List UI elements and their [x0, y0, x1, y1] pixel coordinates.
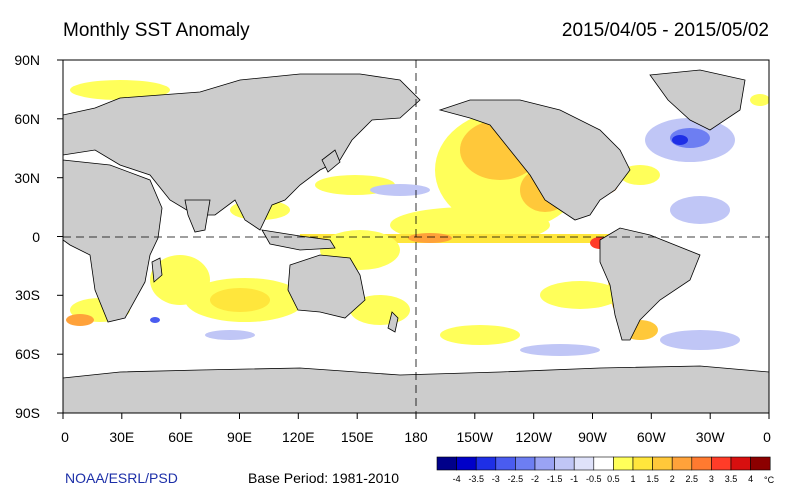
- colorbar-label: -3: [492, 474, 500, 484]
- date-range: 2015/04/05 - 2015/05/02: [561, 20, 769, 41]
- colorbar-label: 1.5: [646, 474, 659, 484]
- map-plot-area: [63, 60, 769, 413]
- greenland: [649, 69, 746, 131]
- colorbar-label: 4: [748, 474, 753, 484]
- indonesia: [261, 229, 336, 251]
- y-tick-label: 30N: [14, 170, 40, 186]
- colorbar-swatch: [534, 456, 555, 471]
- colorbar-swatch: [652, 456, 673, 471]
- colorbar-label: 2.5: [686, 474, 699, 484]
- colorbar-swatch: [632, 456, 653, 471]
- x-tick-label: 120E: [282, 429, 315, 445]
- colorbar-label: -3.5: [468, 474, 484, 484]
- colorbar-label: -1.5: [547, 474, 563, 484]
- colorbar-swatch: [691, 456, 712, 471]
- y-tick-label: 60N: [14, 111, 40, 127]
- x-tick-label: 90E: [227, 429, 252, 445]
- x-tick-label: 30E: [109, 429, 134, 445]
- colorbar-label: 3.5: [725, 474, 738, 484]
- colorbar-swatch: [671, 456, 693, 471]
- south-america: [599, 227, 701, 341]
- africa: [63, 159, 163, 323]
- credit-label: NOAA/ESRL/PSD: [65, 470, 178, 486]
- land-masses: [63, 69, 769, 413]
- y-axis: 90N 60N 30N 0 30S 60S 90S: [14, 52, 63, 421]
- north-america: [438, 99, 631, 221]
- colorbar-swatch: [495, 456, 516, 471]
- colorbar-label: 3: [709, 474, 714, 484]
- x-tick-label: 120W: [515, 429, 552, 445]
- x-tick-label: 30W: [696, 429, 726, 445]
- japan: [321, 149, 341, 173]
- australia: [287, 254, 366, 319]
- eurasia: [63, 73, 421, 231]
- colorbar-unit: °C: [764, 475, 775, 485]
- x-axis: 0 30E 60E 90E 120E 150E 180 150W 120W 90…: [61, 413, 771, 445]
- india: [184, 199, 211, 233]
- x-tick-label: 180: [404, 429, 428, 445]
- y-tick-label: 90N: [14, 52, 40, 68]
- colorbar-swatch: [730, 456, 751, 471]
- colorbar-swatch: [750, 456, 771, 471]
- map-title: Monthly SST Anomaly: [63, 20, 250, 41]
- x-tick-label: 60E: [168, 429, 193, 445]
- x-tick-label: 0: [61, 429, 69, 445]
- x-tick-label: 60W: [637, 429, 667, 445]
- colorbar-label: 0.5: [607, 474, 620, 484]
- colorbar-swatch: [554, 456, 575, 471]
- x-tick-label: 150E: [341, 429, 374, 445]
- colorbar-swatch: [573, 456, 595, 471]
- madagascar: [151, 257, 163, 283]
- colorbar: -4 -3.5 -3 -2.5 -2 -1.5 -1 -0.5 0.5 1 1.5 2 2.5 3 3.5 4: [436, 456, 771, 484]
- y-tick-label: 60S: [15, 346, 40, 362]
- colorbar-swatch: [456, 456, 477, 471]
- colorbar-label: -2.5: [508, 474, 524, 484]
- x-tick-label: 0: [763, 429, 771, 445]
- x-tick-label: 150W: [457, 429, 494, 445]
- y-tick-label: 90S: [15, 405, 40, 421]
- y-tick-label: 0: [32, 229, 40, 245]
- colorbar-label: 2: [670, 474, 675, 484]
- colorbar-label: 1: [630, 474, 635, 484]
- colorbar-swatch: [475, 456, 497, 471]
- colorbar-label: -1: [570, 474, 578, 484]
- colorbar-swatch: [515, 456, 536, 471]
- colorbar-swatch: [436, 456, 457, 471]
- colorbar-swatch: [711, 456, 732, 471]
- colorbar-swatch: [593, 456, 614, 471]
- y-tick-label: 30S: [15, 287, 40, 303]
- colorbar-label: -4: [453, 474, 461, 484]
- x-tick-label: 90W: [578, 429, 608, 445]
- colorbar-swatch: [613, 456, 634, 471]
- colorbar-label: -2: [531, 474, 539, 484]
- colorbar-label: -0.5: [586, 474, 602, 484]
- base-period-label: Base Period: 1981-2010: [248, 470, 399, 486]
- new-zealand: [387, 311, 399, 333]
